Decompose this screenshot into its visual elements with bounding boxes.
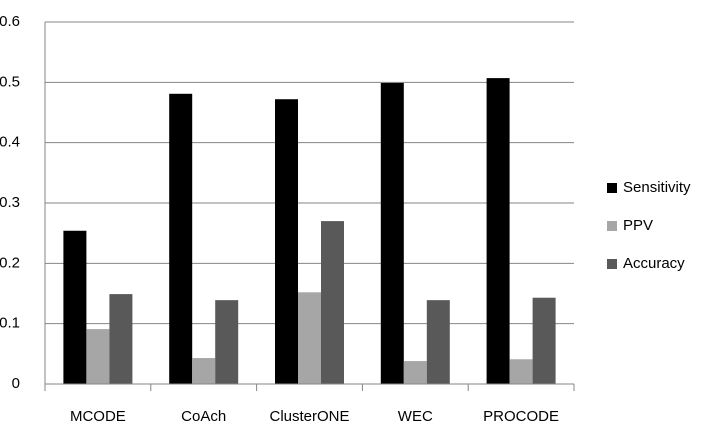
x-tick-label: PROCODE bbox=[483, 408, 559, 424]
legend-label: Accuracy bbox=[623, 255, 685, 272]
bar bbox=[426, 300, 450, 384]
bar bbox=[215, 300, 239, 384]
legend-swatch bbox=[607, 221, 617, 231]
bar bbox=[275, 99, 298, 384]
x-tick-label: MCODE bbox=[70, 408, 126, 424]
bar bbox=[532, 297, 556, 384]
bar bbox=[380, 82, 404, 384]
bar bbox=[63, 230, 87, 384]
bar bbox=[298, 292, 321, 384]
bar bbox=[403, 361, 427, 384]
y-tick-label: 0.3 bbox=[0, 194, 20, 211]
bar bbox=[109, 294, 133, 384]
y-tick-label: 0.2 bbox=[0, 254, 20, 271]
legend-label: Sensitivity bbox=[623, 179, 691, 196]
bar bbox=[86, 329, 110, 384]
y-tick-label: 0.6 bbox=[0, 13, 20, 30]
bar bbox=[321, 221, 344, 384]
legend-label: PPV bbox=[623, 217, 653, 234]
y-tick-label: 0 bbox=[12, 375, 20, 392]
x-tick-label: CoAch bbox=[181, 408, 226, 424]
bar bbox=[169, 93, 193, 385]
x-tick-label: WEC bbox=[398, 408, 433, 424]
legend-swatch bbox=[607, 183, 617, 193]
bar bbox=[509, 359, 533, 384]
y-tick-label: 0.1 bbox=[0, 315, 20, 332]
x-tick-label: ClusterONE bbox=[269, 408, 349, 424]
bar bbox=[486, 78, 510, 385]
y-tick-label: 0.5 bbox=[0, 73, 20, 90]
bar bbox=[192, 358, 216, 384]
legend-swatch bbox=[607, 259, 617, 269]
y-tick-label: 0.4 bbox=[0, 134, 20, 151]
